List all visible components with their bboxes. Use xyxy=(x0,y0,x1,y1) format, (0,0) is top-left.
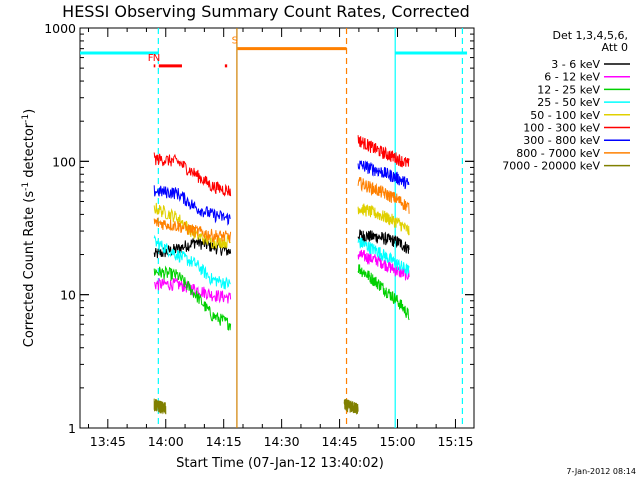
y-tick-label: 1 xyxy=(68,421,76,436)
vertical-markers xyxy=(157,28,464,428)
legend-header-1: Det 1,3,4,5,6, xyxy=(552,29,628,42)
x-axis-label: Start Time (07-Jan-12 13:40:02) xyxy=(176,456,384,471)
chart-title: HESSI Observing Summary Count Rates, Cor… xyxy=(62,2,470,21)
series-line xyxy=(154,278,232,304)
y-tick-label: 100 xyxy=(52,154,76,169)
series-line xyxy=(153,234,231,290)
state-bar-label: S xyxy=(232,36,238,47)
state-bar-label: N xyxy=(153,53,160,64)
series-line xyxy=(357,160,410,190)
legend-label: 50 - 100 keV xyxy=(530,109,600,122)
y-axis: 1 10 100 1000 xyxy=(44,21,474,436)
legend-header-2: Att 0 xyxy=(602,41,628,54)
series-line xyxy=(153,217,232,244)
series-line xyxy=(357,264,410,321)
legend-label: 300 - 800 keV xyxy=(523,134,600,147)
plot-frame xyxy=(79,27,475,429)
legend-label: 3 - 6 keV xyxy=(551,58,600,71)
legend-label: 6 - 12 keV xyxy=(544,71,600,84)
y-axis-label-part3: ) xyxy=(22,109,37,114)
series-line xyxy=(153,152,232,197)
legend-label: 12 - 25 keV xyxy=(537,83,600,96)
state-bar-label: F xyxy=(148,53,154,64)
x-tick-label: 14:45 xyxy=(322,434,358,449)
series-line xyxy=(357,177,410,214)
legend-label: 100 - 300 keV xyxy=(523,122,600,135)
y-axis-label-part1: Corrected Count Rate (s xyxy=(22,191,37,348)
x-tick-label: 15:00 xyxy=(380,434,416,449)
x-tick-label: 14:00 xyxy=(148,434,184,449)
y-axis-label: Corrected Count Rate (s-1 detector-1) xyxy=(21,109,37,347)
series-line xyxy=(153,185,231,226)
series-line xyxy=(357,135,410,168)
x-tick-label: 15:15 xyxy=(437,434,473,449)
legend-label: 7000 - 20000 keV xyxy=(502,160,600,173)
y-tick-label: 1000 xyxy=(44,21,76,36)
series-line xyxy=(153,265,232,331)
legend-label: 800 - 7000 keV xyxy=(516,147,600,160)
series-lines xyxy=(153,135,410,415)
timestamp: 7-Jan-2012 08:14 xyxy=(566,467,636,476)
plot-border xyxy=(79,27,475,429)
series-line xyxy=(357,203,410,236)
series-line xyxy=(357,229,410,254)
series-line xyxy=(153,202,231,249)
y-axis-label-part2: detector xyxy=(22,122,37,182)
x-axis: 13:45 14:00 14:15 14:30 14:45 15:00 15:15 xyxy=(87,28,473,449)
series-line xyxy=(343,398,359,415)
y-tick-label: 10 xyxy=(60,288,76,303)
x-tick-label: 14:15 xyxy=(206,434,242,449)
legend-label: 25 - 50 keV xyxy=(537,96,600,109)
series-line xyxy=(357,237,410,276)
y-axis-label-sup2: -1 xyxy=(21,114,31,123)
x-tick-label: 13:45 xyxy=(90,434,126,449)
series-line xyxy=(153,398,167,415)
state-bars: S NF xyxy=(80,36,468,68)
x-tick-label: 14:30 xyxy=(264,434,300,449)
y-axis-label-sup1: -1 xyxy=(21,182,31,191)
